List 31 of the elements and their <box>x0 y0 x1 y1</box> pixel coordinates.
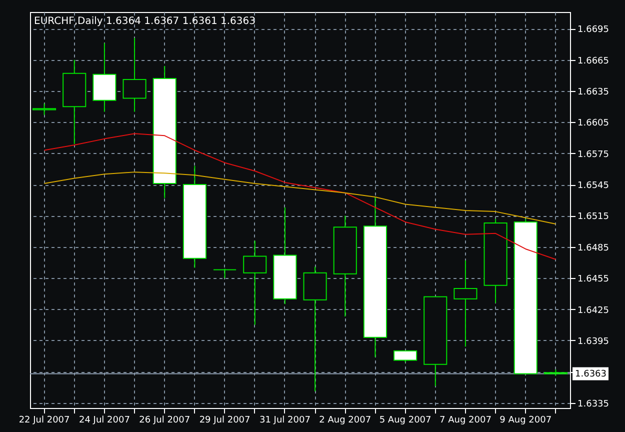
ref-line-label: 1.6363 <box>575 370 606 380</box>
x-tick-label: 26 Jul 2007 <box>139 416 190 426</box>
y-tick-label: 1.6605 <box>578 118 609 129</box>
x-tick-label: 9 Aug 2007 <box>500 416 552 426</box>
y-tick-label: 1.6335 <box>578 399 609 410</box>
line-series <box>44 133 556 260</box>
x-tick-label: 2 Aug 2007 <box>319 416 372 426</box>
y-tick-label: 1.6455 <box>578 274 609 285</box>
candlestick <box>213 268 237 279</box>
chart-title: EURCHF,Daily 1.6364 1.6367 1.6361 1.6363 <box>34 16 256 27</box>
x-tick-label: 7 Aug 2007 <box>439 416 492 426</box>
line-series <box>44 172 556 225</box>
y-tick-label: 1.6485 <box>578 243 609 254</box>
y-tick-label: 1.6575 <box>578 150 609 160</box>
x-tick-label: 29 Jul 2007 <box>199 416 250 426</box>
y-tick-label: 1.6545 <box>578 181 609 192</box>
candlestick <box>394 350 418 363</box>
candlestick <box>122 37 146 112</box>
y-tick-label: 1.6425 <box>578 306 609 316</box>
candlestick <box>32 102 56 116</box>
y-tick-label: 1.6665 <box>578 56 609 66</box>
y-tick-label: 1.6515 <box>578 212 609 222</box>
y-tick-label: 1.6695 <box>578 25 609 36</box>
x-tick-label: 31 Jul 2007 <box>259 416 310 426</box>
x-tick-label: 24 Jul 2007 <box>78 416 130 426</box>
candlestick <box>454 260 478 348</box>
y-tick-label: 1.6635 <box>578 87 609 98</box>
x-tick-label: 22 Jul 2007 <box>18 416 70 426</box>
y-tick-label: 1.6395 <box>578 336 609 347</box>
candlestick <box>243 240 267 326</box>
x-tick-label: 5 Aug 2007 <box>379 416 432 426</box>
